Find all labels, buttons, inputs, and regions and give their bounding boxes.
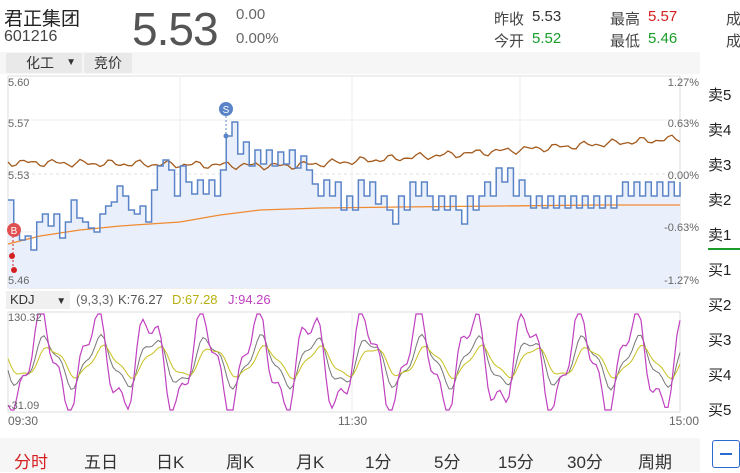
time-axis-start: 09:30 — [8, 414, 39, 428]
chart-toolbar — [0, 52, 700, 74]
order-book-bid-5: 买5 — [708, 402, 732, 419]
price-change: 0.00 — [236, 6, 266, 23]
stock-code: 601216 — [4, 28, 58, 45]
buy-marker-icon[interactable] — [7, 223, 21, 237]
period-tab-bar — [0, 438, 700, 472]
order-book-bid-2: 买2 — [708, 297, 732, 314]
truncated-label-2: 成 — [726, 33, 740, 50]
low-label: 最低 — [610, 33, 641, 50]
sell-point — [223, 133, 229, 139]
prev-close-value: 5.53 — [532, 8, 562, 25]
price-line — [8, 121, 681, 251]
y-axis-label-right: -1.27% — [664, 275, 699, 287]
low-value: 5.46 — [648, 30, 678, 47]
order-book-ask-3: 卖3 — [708, 157, 732, 174]
y-axis-label-right: -0.63% — [664, 222, 699, 234]
open-label: 今开 — [494, 33, 525, 50]
time-axis-mid: 11:30 — [338, 414, 368, 428]
open-value: 5.52 — [532, 30, 562, 47]
kdj-j-value: J:94.26 — [228, 292, 271, 307]
y-axis-label-right: 1.27% — [667, 77, 699, 89]
buy-point — [9, 253, 15, 259]
kdj-params: (9,3,3) — [76, 292, 114, 307]
tab-30min[interactable]: 30分 — [567, 453, 603, 472]
order-book-bid-3: 买3 — [708, 332, 732, 349]
buy-marker-label: B — [11, 226, 18, 237]
chevron-down-icon: ▼ — [66, 57, 76, 68]
average-price-line — [7, 204, 680, 245]
stock-name: 君正集团 — [4, 9, 81, 30]
minus-icon — [720, 453, 732, 455]
chart-canvas: B S — [7, 75, 681, 413]
kdj-axis-top: 130.32 — [8, 312, 42, 324]
kdj-j-line — [7, 312, 681, 411]
tab-15min[interactable]: 15分 — [498, 453, 534, 472]
tab-5min[interactable]: 5分 — [434, 453, 461, 472]
prev-close-label: 昨收 — [494, 11, 525, 28]
auction-button[interactable]: 竞价 — [84, 53, 132, 73]
tab-period[interactable]: 周期 — [638, 453, 672, 472]
sell-marker-icon[interactable] — [219, 102, 233, 116]
y-axis-label-left: 5.46 — [8, 275, 30, 287]
price-change-percent: 0.00% — [236, 30, 279, 47]
y-axis-label-right: 0.00% — [667, 170, 699, 182]
order-book-ask-1: 卖1 — [708, 227, 732, 244]
kdj-k-line — [7, 333, 681, 391]
y-axis-label-left: 5.53 — [8, 170, 30, 182]
chevron-down-icon: ▼ — [56, 296, 67, 307]
buy-point — [11, 267, 17, 273]
price-area-fill — [8, 122, 680, 288]
high-label: 最高 — [610, 11, 641, 28]
current-price: 5.53 — [132, 3, 219, 55]
tab-daily-k[interactable]: 日K — [156, 453, 185, 472]
auction-label: 竞价 — [94, 55, 122, 71]
high-value: 5.57 — [648, 8, 678, 25]
index-line — [7, 134, 681, 171]
indicator-dropdown[interactable]: KDJ ▼ — [6, 291, 71, 309]
sell-marker-label: S — [223, 105, 230, 116]
kdj-chart-frame — [7, 311, 681, 413]
order-book-divider — [708, 248, 740, 250]
tab-five-day[interactable]: 五日 — [84, 453, 118, 472]
kdj-d-line — [7, 344, 681, 380]
truncated-label-1: 成 — [726, 11, 740, 28]
tab-monthly-k[interactable]: 月K — [296, 453, 325, 472]
indicator-label: KDJ — [10, 292, 35, 307]
kdj-d-value: D:67.28 — [172, 292, 218, 307]
sector-label: 化工 — [26, 55, 54, 71]
y-axis-label-left: 5.57 — [8, 118, 30, 130]
time-axis-end: 15:00 — [669, 414, 700, 428]
y-axis-label-left: 5.60 — [8, 77, 30, 89]
kdj-axis-bottom: -31.09 — [8, 400, 40, 412]
tab-weekly-k[interactable]: 周K — [226, 453, 255, 472]
tab-intraday[interactable]: 分时 — [14, 453, 48, 472]
order-book-ask-4: 卖4 — [708, 122, 732, 139]
order-book-ask-2: 卖2 — [708, 192, 732, 209]
kdj-header — [0, 290, 700, 310]
sector-dropdown[interactable]: 化工 ▼ — [6, 53, 82, 73]
y-axis-label-right: 0.63% — [667, 118, 699, 130]
order-book-bid-1: 买1 — [708, 262, 732, 279]
collapse-button[interactable] — [712, 440, 740, 468]
order-book-bid-4: 买4 — [708, 367, 732, 384]
order-book-ask-5: 卖5 — [708, 87, 732, 104]
kdj-k-value: K:76.27 — [118, 292, 163, 307]
tab-1min[interactable]: 1分 — [365, 453, 392, 472]
